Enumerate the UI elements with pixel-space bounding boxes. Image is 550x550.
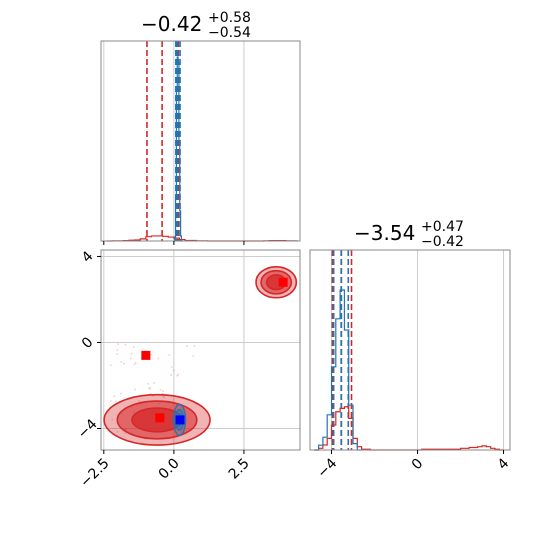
scatter-point (161, 392, 164, 395)
scatter-point (193, 345, 196, 347)
param1-title-lower: −0.54 (208, 25, 251, 41)
panel-frame (100, 249, 301, 451)
x-tick-label: −2.5 (77, 456, 112, 491)
blue-square-marker (175, 415, 185, 425)
scatter-point (177, 373, 179, 376)
scatter-point (147, 383, 149, 385)
scatter-point (110, 400, 112, 402)
scatter-point (162, 395, 164, 398)
panel-2d-contour: −2.5 0.0 2.5 −4 0 4 (75, 248, 301, 491)
red-histogram-param1 (106, 235, 298, 242)
red-square-marker (141, 350, 151, 360)
scatter-point (133, 363, 136, 366)
scatter-point (153, 382, 155, 384)
scatter-point (186, 345, 188, 347)
scatter-point (116, 430, 119, 433)
scatter-point (138, 400, 140, 403)
scatter-point (149, 393, 152, 395)
x-tick-label: −4 (314, 455, 340, 481)
param2-title-value: −3.54 (354, 221, 415, 245)
scatter-point (120, 392, 122, 395)
scatter-point (195, 403, 197, 405)
scatter-point (163, 396, 165, 399)
blue-histogram-param1 (173, 56, 183, 242)
scatter-point (162, 390, 164, 392)
param2-title-lower: −0.42 (421, 234, 464, 250)
x-tick-label: 2.5 (226, 456, 253, 483)
scatter-point (116, 353, 118, 355)
scatter-point (152, 395, 154, 397)
red-histogram-param2 (314, 406, 504, 451)
scatter-point (192, 355, 195, 357)
y-tick-label: −4 (75, 416, 101, 442)
x-tick-label: 0 (409, 456, 427, 474)
scatter-point (110, 364, 112, 366)
param1-title-upper: +0.58 (208, 10, 251, 26)
panel-param1-histogram: −0.42 +0.58 −0.54 (100, 10, 301, 245)
y-tick-label: 0 (79, 334, 97, 352)
scatter-point (168, 354, 171, 356)
param1-title-value: −0.42 (141, 12, 202, 36)
scatter-point (133, 346, 135, 348)
red-square-marker (278, 277, 288, 287)
panel-frame (100, 40, 301, 242)
panel-param2-histogram: −4 0 4 −3.54 +0.47 −0.42 (309, 219, 513, 481)
scatter-point (116, 349, 119, 351)
scatter-point (172, 369, 175, 372)
red-square-marker (155, 413, 165, 423)
scatter-point (130, 352, 133, 355)
scatter-point (124, 432, 126, 435)
scatter-point (113, 395, 116, 398)
scatter-point (170, 366, 173, 368)
scatter-point (157, 357, 160, 360)
scatter-point (120, 361, 123, 363)
scatter-point (150, 354, 152, 356)
scatter-point (176, 374, 178, 377)
scatter-point (117, 343, 119, 345)
scatter-point (124, 343, 127, 346)
scatter-point (111, 418, 114, 421)
scatter-point (149, 387, 151, 389)
blue-histogram-param2 (314, 289, 362, 451)
x-tick-label: 0.0 (156, 456, 183, 483)
scatter-point (115, 400, 117, 403)
scatter-point (170, 374, 172, 376)
scatter-point (159, 388, 162, 391)
x-tick-label: 4 (495, 455, 513, 473)
param2-title-upper: +0.47 (421, 219, 464, 235)
scatter-point (123, 362, 125, 365)
scatter-point (130, 357, 132, 360)
y-tick-label: 4 (79, 248, 97, 266)
panel-frame (309, 249, 511, 451)
scatter-point (134, 362, 137, 364)
scatter-point (134, 388, 136, 391)
scatter-point (148, 388, 151, 390)
